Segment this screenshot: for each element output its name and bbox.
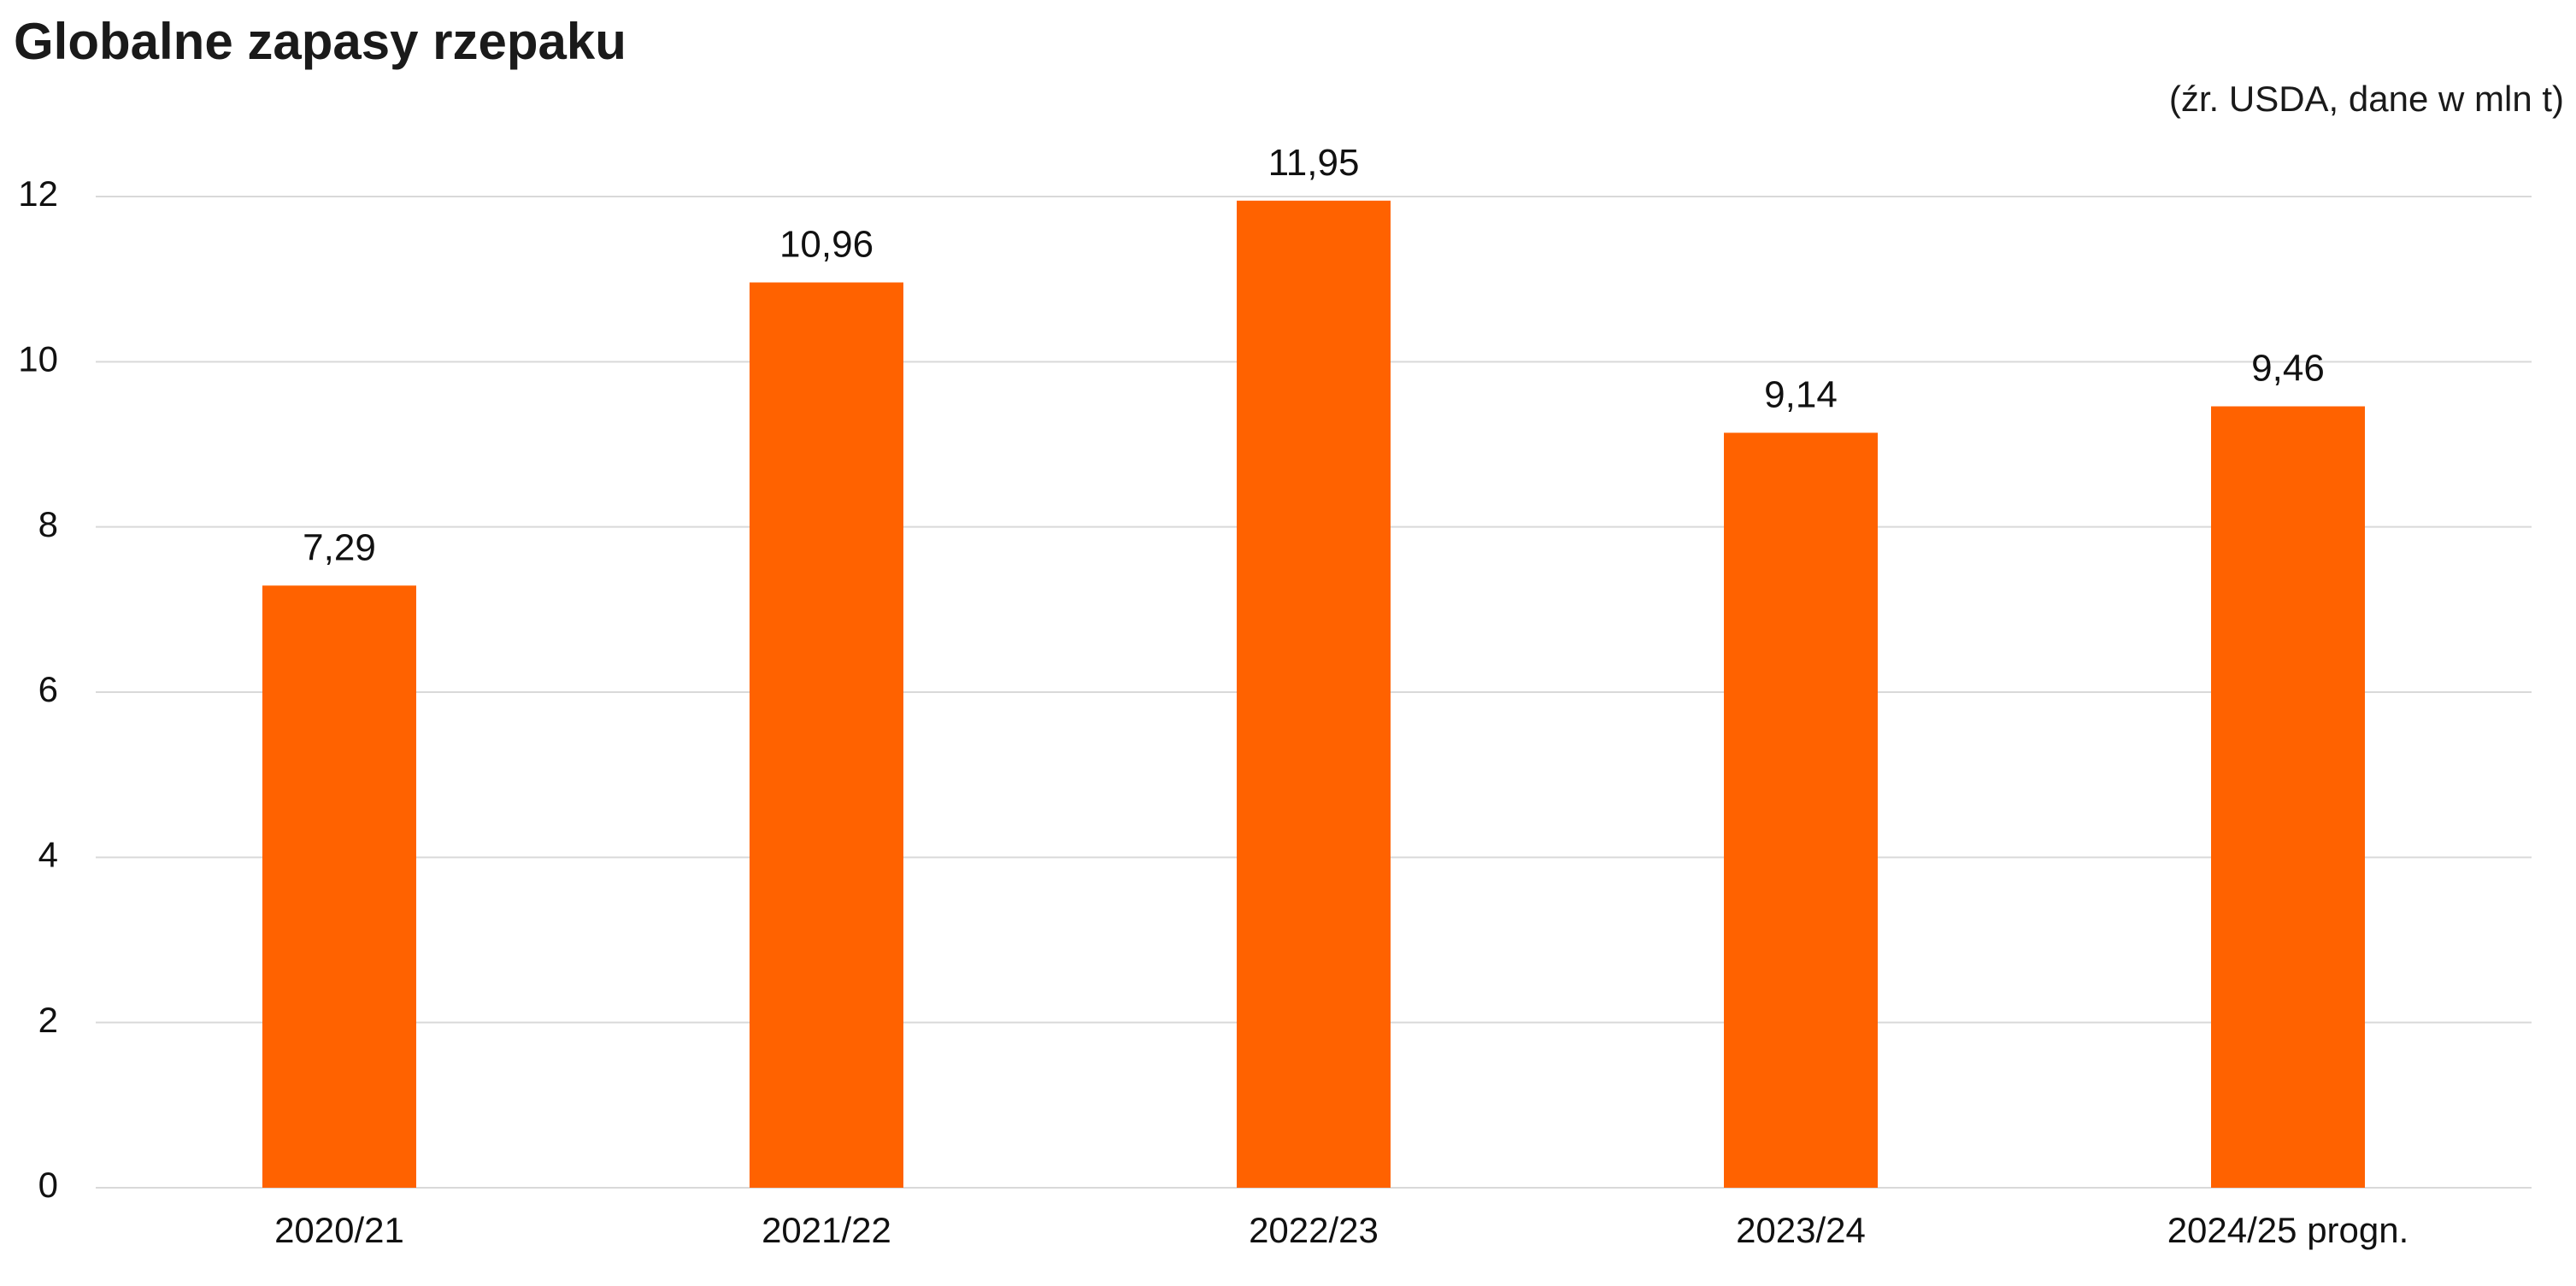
data-label: 10,96 xyxy=(779,224,873,266)
bar xyxy=(2211,406,2365,1188)
bar xyxy=(1724,432,1878,1188)
x-category-label: 2020/21 xyxy=(274,1210,404,1250)
bars xyxy=(262,200,2365,1188)
y-tick-label: 8 xyxy=(38,504,58,544)
data-label: 9,46 xyxy=(2251,348,2325,390)
x-category-label: 2024/25 progn. xyxy=(2167,1210,2409,1250)
data-label: 7,29 xyxy=(303,526,376,568)
data-label: 9,14 xyxy=(1764,373,1838,415)
data-label: 11,95 xyxy=(1268,142,1360,184)
x-axis-labels: 2020/21 2021/22 2022/23 2023/24 2024/25 prog… xyxy=(274,1210,2408,1250)
y-tick-label: 0 xyxy=(38,1165,58,1205)
data-labels: 7,29 10,96 11,95 9,14 9,46 xyxy=(303,142,2325,568)
chart-title: Globalne zapasy rzepaku xyxy=(14,13,626,70)
y-tick-label: 4 xyxy=(38,834,58,874)
chart-subtitle: (źr. USDA, dane w mln t) xyxy=(2168,79,2564,119)
y-tick-label: 6 xyxy=(38,669,58,709)
bar xyxy=(262,585,416,1188)
bar xyxy=(1237,200,1391,1188)
x-category-label: 2021/22 xyxy=(762,1210,891,1250)
y-tick-label: 2 xyxy=(38,1000,58,1040)
x-category-label: 2023/24 xyxy=(1736,1210,1866,1250)
y-tick-label: 10 xyxy=(18,338,58,379)
bar xyxy=(750,282,903,1188)
y-axis-ticks: 0 2 4 6 8 10 12 xyxy=(18,173,58,1205)
y-tick-label: 12 xyxy=(18,173,58,214)
x-category-label: 2022/23 xyxy=(1249,1210,1379,1250)
